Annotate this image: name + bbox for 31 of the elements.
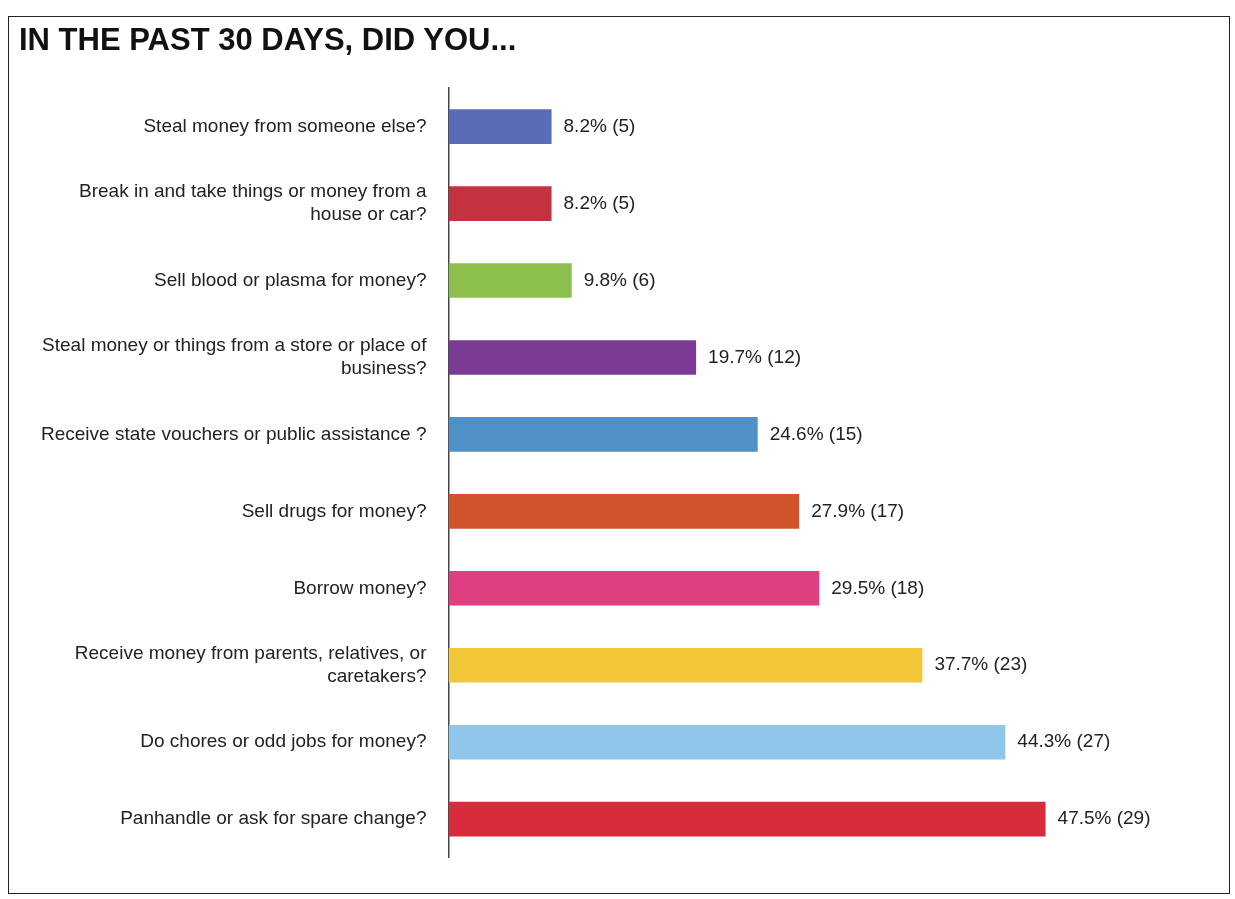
data-label: 27.9% (17)	[811, 499, 905, 521]
bar	[448, 340, 697, 375]
bar	[448, 571, 820, 606]
y-tick-label: Borrow money?	[293, 576, 427, 598]
data-label: 44.3% (27)	[1017, 730, 1111, 752]
y-tick-label: Steal money or things from a store or place of business?	[42, 334, 428, 379]
y-tick-label: Sell blood or plasma for money?	[153, 268, 427, 290]
bar	[448, 186, 552, 221]
data-label: 47.5% (29)	[1057, 807, 1151, 829]
bar	[448, 494, 800, 529]
y-tick-label: Receive money from parents, relatives, or caretakers?	[74, 642, 428, 686]
y-tick-label: Receive state vouchers or public assistance ?	[40, 422, 427, 444]
data-label: 9.8% (6)	[583, 268, 656, 290]
bar	[448, 417, 758, 452]
bar	[448, 109, 552, 144]
bar	[448, 724, 1006, 760]
data-label: 19.7% (12)	[708, 345, 802, 367]
y-tick-label: Break in and take things or money from a house or car?	[79, 180, 427, 225]
data-label: 29.5% (18)	[831, 576, 925, 598]
y-tick-label: Panhandle or ask for spare change?	[120, 807, 427, 829]
y-tick-label: Sell drugs for money?	[241, 499, 427, 521]
bar	[448, 647, 923, 683]
data-label: 24.6% (15)	[769, 422, 863, 444]
data-label: 8.2% (5)	[563, 114, 636, 136]
bar	[448, 263, 572, 298]
data-label: 8.2% (5)	[563, 191, 636, 213]
data-label: 37.7% (23)	[934, 653, 1028, 675]
bar	[448, 801, 1046, 837]
chart-title: IN THE PAST 30 DAYS, DID YOU...	[19, 22, 517, 58]
y-tick-label: Steal money from someone else?	[143, 114, 427, 136]
y-tick-label: Do chores or odd jobs for money?	[140, 730, 427, 752]
